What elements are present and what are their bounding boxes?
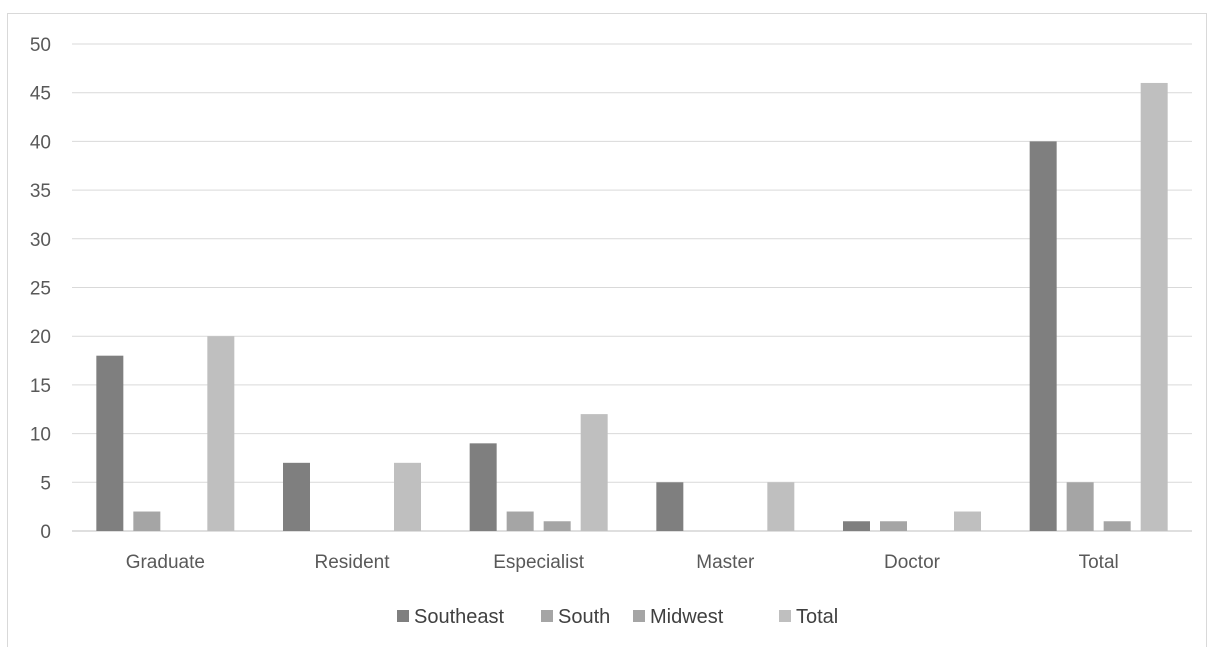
bar-south-graduate <box>133 511 161 531</box>
y-axis-ticks: 0 5 10 15 20 25 30 35 40 45 50 <box>30 35 51 543</box>
legend-label: Total <box>796 606 838 628</box>
y-tick-label: 30 <box>30 230 51 251</box>
y-tick-label: 45 <box>30 84 51 105</box>
bar-midwest-especialist <box>543 521 571 531</box>
x-axis-ticks: Graduate Resident Especialist Master Doctor T… <box>126 552 1119 573</box>
legend-label: Midwest <box>650 606 724 628</box>
x-tick-label: Doctor <box>884 552 941 573</box>
legend-swatch <box>633 610 645 622</box>
chart-frame <box>7 13 1207 647</box>
y-tick-label: 15 <box>30 376 51 397</box>
y-tick-label: 40 <box>30 132 51 153</box>
x-tick-label: Master <box>696 552 755 573</box>
x-tick-label: Graduate <box>126 552 205 573</box>
legend-label: South <box>558 606 610 628</box>
y-tick-label: 10 <box>30 425 51 446</box>
bar-south-doctor <box>880 521 907 531</box>
bar-total-master <box>767 482 795 531</box>
bar-southeast-total <box>1029 141 1057 531</box>
bars <box>96 82 1168 532</box>
bar-southeast-master <box>656 482 684 531</box>
legend: Southeast South Midwest Total <box>397 606 838 628</box>
bar-total-resident <box>394 462 421 531</box>
x-tick-label: Resident <box>315 552 391 573</box>
bar-southeast-resident <box>283 462 310 531</box>
legend-swatch <box>541 610 553 622</box>
bar-south-total <box>1066 482 1094 531</box>
y-tick-label: 5 <box>40 473 51 494</box>
legend-swatch <box>779 610 791 622</box>
y-tick-label: 20 <box>30 327 51 348</box>
legend-label: Southeast <box>414 606 505 628</box>
gridlines <box>72 43 1192 532</box>
bar-total-doctor <box>954 511 981 531</box>
bar-south-especialist <box>506 511 534 531</box>
y-tick-label: 25 <box>30 279 51 300</box>
bar-midwest-total <box>1103 521 1131 531</box>
bar-total-graduate <box>207 336 235 531</box>
x-tick-label: Total <box>1079 552 1119 573</box>
bar-total-especialist <box>580 414 608 531</box>
bar-southeast-doctor <box>843 521 870 531</box>
y-tick-label: 35 <box>30 181 51 202</box>
y-tick-label: 50 <box>30 35 51 56</box>
legend-swatch <box>397 610 409 622</box>
bar-total-total <box>1140 82 1168 532</box>
bar-southeast-especialist <box>469 443 497 531</box>
bar-southeast-graduate <box>96 355 124 531</box>
x-tick-label: Especialist <box>493 552 585 573</box>
y-tick-label: 0 <box>40 522 51 543</box>
